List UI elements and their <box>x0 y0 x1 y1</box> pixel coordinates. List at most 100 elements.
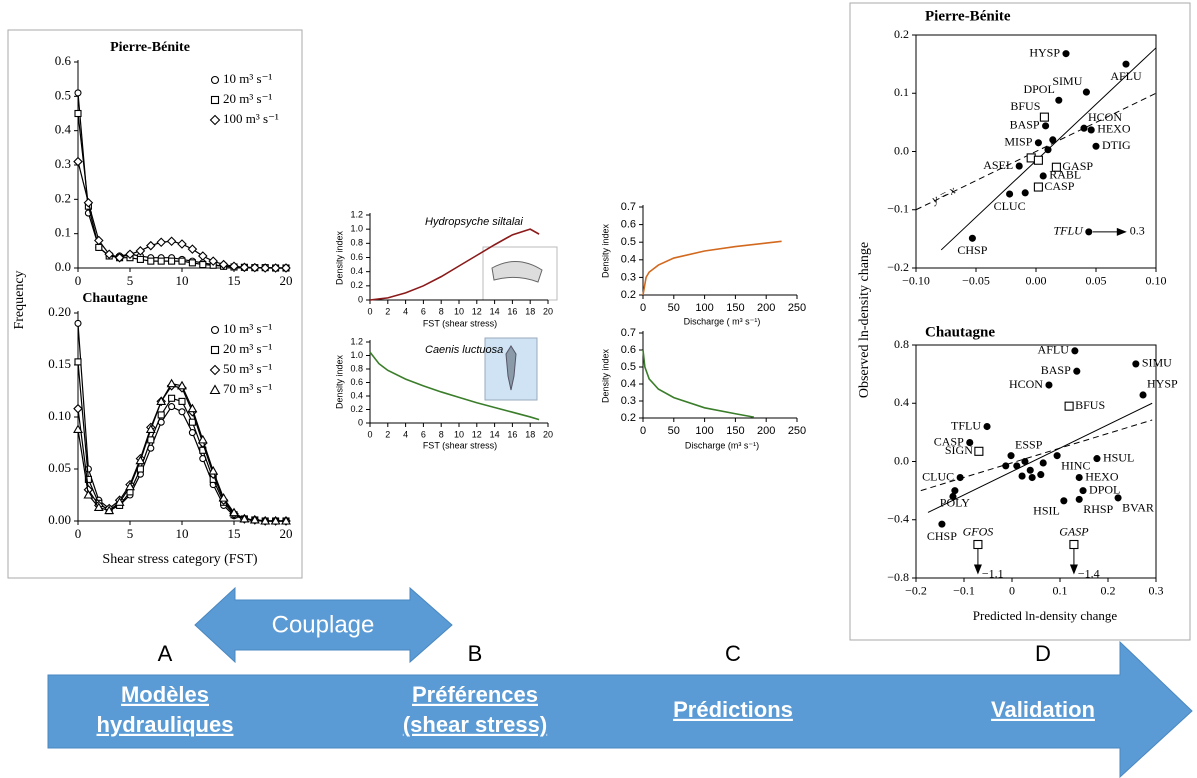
marker <box>1062 50 1070 58</box>
marker <box>1033 155 1043 165</box>
marker <box>1013 462 1021 470</box>
marker <box>938 520 946 528</box>
x-tick-label: 6 <box>421 429 426 439</box>
y-tick-label: 0.2 <box>894 27 909 41</box>
point-label: BFUS <box>1075 398 1105 412</box>
x-tick-label: 16 <box>507 306 517 316</box>
point-label: HYSP <box>1029 45 1060 59</box>
marker <box>136 255 144 263</box>
y-tick-label: 0.4 <box>621 254 636 266</box>
y-tick-label: 0.6 <box>621 219 636 231</box>
point-label: DPOL <box>1023 82 1054 96</box>
marker <box>73 403 83 414</box>
x-tick-label: 4 <box>403 429 408 439</box>
y-tick-label: −0.4 <box>887 512 909 526</box>
marker <box>974 446 984 456</box>
offscale-label: −1.4 <box>1078 566 1100 580</box>
step-letter: B <box>468 641 483 666</box>
x-tick-label: 18 <box>525 429 535 439</box>
legend-marker <box>210 325 220 335</box>
y-tick-label: 0 <box>358 417 363 427</box>
x-tick-label: 20 <box>280 526 293 541</box>
point-label: HEXO <box>1097 122 1131 136</box>
point-label: AFLU <box>1110 69 1142 83</box>
y-tick-label: 0.2 <box>55 190 71 205</box>
x-axis-label: Shear stress category (FST) <box>102 552 257 567</box>
x-tick-label: 250 <box>788 302 806 314</box>
x-tick-label: 8 <box>439 306 444 316</box>
arrow-head <box>1069 564 1078 575</box>
point-label: CASP <box>1044 179 1074 193</box>
step-letter: C <box>725 641 741 666</box>
x-tick-label: 14 <box>490 306 500 316</box>
marker <box>93 502 104 512</box>
x-tick-label: 4 <box>403 306 408 316</box>
y-axis-label: Density index <box>600 223 610 278</box>
marker <box>260 515 271 525</box>
point-label: HEXO <box>1085 469 1119 483</box>
chart-title: Hydropsyche siltalai <box>425 216 523 228</box>
marker <box>281 515 291 525</box>
point-label: BFUS <box>1010 99 1040 113</box>
x-tick-label: 150 <box>726 302 744 314</box>
step-label: (shear stress) <box>403 712 547 737</box>
marker <box>1132 360 1140 368</box>
y-tick-label: 0.4 <box>350 390 363 400</box>
legend-marker <box>210 75 220 85</box>
marker <box>973 539 983 550</box>
point-label: HSUL <box>1103 450 1134 464</box>
marker <box>1087 126 1095 134</box>
marker <box>1060 497 1068 505</box>
point-label: ASEL <box>983 158 1013 172</box>
y-tick-label: 0.6 <box>621 344 636 356</box>
marker <box>157 411 165 419</box>
x-tick-label: 0 <box>640 425 646 437</box>
point-label: BASP <box>1041 363 1071 377</box>
marker <box>74 109 82 118</box>
marker <box>94 235 104 246</box>
step-letter: D <box>1035 641 1051 666</box>
y-tick-label: 0.3 <box>621 395 636 407</box>
marker <box>1071 347 1079 355</box>
y-tick-label: 0.4 <box>55 122 72 137</box>
x-tick-label: 100 <box>695 302 713 314</box>
x-tick-label: −0.2 <box>905 583 927 597</box>
point-label: MISP <box>1004 135 1032 149</box>
marker <box>188 418 196 426</box>
point-label: SIGN <box>945 443 973 457</box>
x-tick-label: 0.2 <box>1101 583 1116 597</box>
y-tick-label: 0.3 <box>55 156 71 171</box>
x-tick-label: 12 <box>472 429 482 439</box>
chart: −0.2 −0.1 0.0 0.1 0.2 −0.10 −0.05 0.00 0.05 0.10 P… <box>857 8 1166 398</box>
x-tick-label: 0 <box>75 273 82 288</box>
y-tick-label: 0.4 <box>894 395 909 409</box>
chart-title: Caenis luctuosa <box>425 344 503 356</box>
y-tick-label: 0.0 <box>55 259 71 274</box>
marker <box>949 492 957 501</box>
x-tick-label: 250 <box>788 425 806 437</box>
legend-label: 10 m³ s⁻¹ <box>223 71 272 86</box>
marker <box>208 465 219 475</box>
marker <box>125 249 135 260</box>
marker <box>956 473 964 482</box>
marker <box>1139 391 1147 399</box>
marker <box>1053 452 1061 460</box>
legend-label: 100 m³ s⁻¹ <box>223 111 279 126</box>
legend-label: 10 m³ s⁻¹ <box>223 321 272 336</box>
marker <box>135 455 146 465</box>
marker <box>188 429 196 437</box>
marker <box>104 505 115 515</box>
marker <box>168 403 176 411</box>
marker <box>157 257 165 265</box>
chart: 0.00 0.05 0.10 0.15 0.20 0 5 10 15 20 Chautagne She… <box>48 291 292 567</box>
x-tick-label: 50 <box>668 302 680 314</box>
x-tick-label: 20 <box>280 273 293 288</box>
x-axis-label: Discharge ( m³ s⁻¹) <box>684 316 761 326</box>
marker <box>147 257 155 265</box>
y-axis-label: Density index <box>600 348 610 403</box>
y-tick-label: 1.0 <box>350 350 363 360</box>
y-tick-label: 0.2 <box>350 404 363 414</box>
x-tick-label: 200 <box>757 302 775 314</box>
marker <box>1093 455 1101 463</box>
